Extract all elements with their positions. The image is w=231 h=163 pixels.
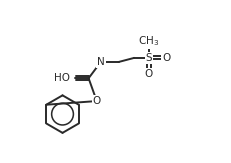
Text: N: N bbox=[97, 57, 105, 67]
Text: O: O bbox=[162, 53, 170, 63]
Text: O: O bbox=[145, 69, 153, 79]
Text: HO: HO bbox=[54, 73, 70, 83]
Text: CH$_3$: CH$_3$ bbox=[138, 35, 160, 48]
Text: O: O bbox=[93, 96, 101, 106]
Text: S: S bbox=[146, 53, 152, 63]
